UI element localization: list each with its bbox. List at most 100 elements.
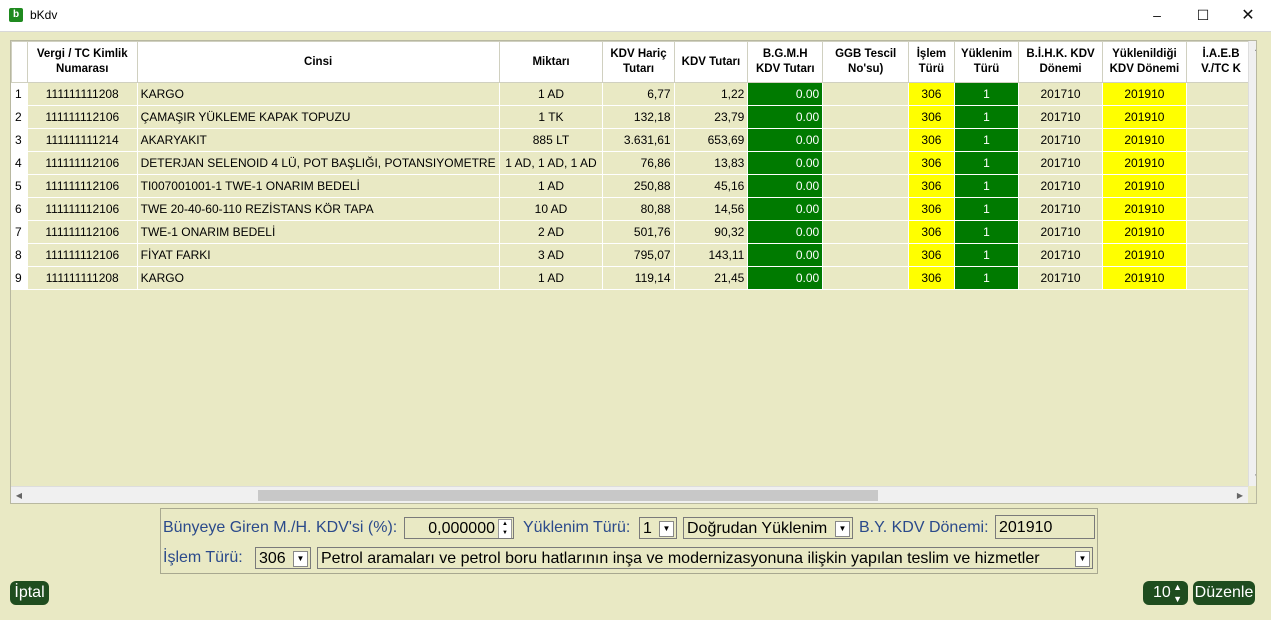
islem-text-select[interactable]: Petrol aramaları ve petrol boru hatların… [317,547,1093,569]
table-cell[interactable]: 111111112106 [26,243,138,267]
table-cell[interactable]: 13,83 [673,151,749,175]
table-cell[interactable]: 201910 [1101,266,1188,290]
table-cell[interactable]: 1 AD [498,174,604,198]
column-header[interactable]: B.G.M.H KDV Tutarı [747,41,824,83]
table-cell[interactable] [1186,128,1256,152]
table-cell[interactable]: 1,22 [673,82,749,106]
row-number-header[interactable] [11,41,28,83]
table-cell[interactable]: 0.00 [747,151,824,175]
table-cell[interactable]: 3 AD [498,243,604,267]
table-cell[interactable] [1186,220,1256,244]
column-header[interactable]: Yüklenildiği KDV Dönemi [1101,41,1188,83]
spinner-arrows-icon[interactable]: ▲ ▼ [1173,582,1182,604]
table-row[interactable]: 8 111111112106 FİYAT FARKI 3 AD 795,07 143,11… [11,243,1256,267]
table-cell[interactable]: 76,86 [602,151,675,175]
table-cell[interactable]: 201710 [1018,151,1103,175]
table-cell[interactable]: KARGO [136,266,500,290]
scroll-left-icon[interactable]: ◀ [15,491,23,500]
table-cell[interactable]: 6,77 [602,82,675,106]
table-cell[interactable]: TWE-1 ONARIM BEDELİ [136,220,500,244]
table-cell[interactable]: 1 [953,243,1020,267]
maximize-button[interactable]: ☐ [1196,7,1210,23]
table-cell[interactable]: FİYAT FARKI [136,243,500,267]
table-cell[interactable]: 14,56 [673,197,749,221]
yuklenim-code-select[interactable]: 1 ▼ [639,517,677,539]
table-cell[interactable]: 1 [953,174,1020,198]
table-cell[interactable]: TI007001001-1 TWE-1 ONARIM BEDELİ [136,174,500,198]
table-cell[interactable]: 501,76 [602,220,675,244]
table-cell[interactable] [1186,174,1256,198]
table-row[interactable]: 2 111111112106 ÇAMAŞIR YÜKLEME KAPAK TOPUZ… [11,105,1256,129]
table-cell[interactable]: 0.00 [747,243,824,267]
vertical-scrollbar[interactable]: ▲ ▼ [1248,41,1256,486]
stepper-arrows-icon[interactable]: ▲ ▼ [498,519,512,538]
table-row[interactable]: 6 111111112106 TWE 20-40-60-110 REZİSTANS … [11,197,1256,221]
table-cell[interactable]: 111111112106 [26,105,138,129]
table-cell[interactable]: 306 [908,128,955,152]
table-cell[interactable] [822,151,910,175]
table-cell[interactable]: 1 AD, 1 AD, 1 AD [498,151,604,175]
table-cell[interactable]: 23,79 [673,105,749,129]
table-cell[interactable]: 201910 [1101,82,1188,106]
table-cell[interactable]: 1 [953,128,1020,152]
duzenle-button[interactable]: Düzenle [1193,581,1255,605]
table-cell[interactable]: 0.00 [747,128,824,152]
column-header[interactable]: Yüklenim Türü [953,41,1020,83]
iptal-button[interactable]: İptal [10,581,49,605]
table-cell[interactable] [1186,266,1256,290]
table-cell[interactable] [822,243,910,267]
table-row[interactable]: 7 111111112106 TWE-1 ONARIM BEDELİ 2 AD 501,… [11,220,1256,244]
table-cell[interactable]: 201910 [1101,151,1188,175]
chevron-down-icon[interactable]: ▼ [293,551,308,567]
table-cell[interactable]: 306 [908,197,955,221]
table-cell[interactable]: 119,14 [602,266,675,290]
table-cell[interactable]: 111111112106 [26,174,138,198]
table-cell[interactable]: 201910 [1101,174,1188,198]
column-header[interactable]: KDV Tutarı [673,41,749,83]
table-row[interactable]: 4 111111112106 DETERJAN SELENOID 4 LÜ, POT… [11,151,1256,175]
table-cell[interactable]: 0.00 [747,220,824,244]
column-header[interactable]: İ.A.E.B V./TC K [1186,41,1256,83]
table-cell[interactable]: 795,07 [602,243,675,267]
table-cell[interactable]: 306 [908,220,955,244]
table-row[interactable]: 3 111111111214 AKARYAKIT 885 LT 3.631,61 653,… [11,128,1256,152]
table-cell[interactable]: 111111111208 [26,266,138,290]
column-header[interactable]: GGB Tescil No'su) [822,41,910,83]
column-header[interactable]: İşlem Türü [908,41,955,83]
table-cell[interactable]: 1 TK [498,105,604,129]
table-cell[interactable] [1186,197,1256,221]
table-cell[interactable]: 885 LT [498,128,604,152]
table-cell[interactable]: 0.00 [747,174,824,198]
table-cell[interactable]: 111111111208 [26,82,138,106]
scroll-down-icon[interactable]: ▼ [1249,469,1256,485]
table-cell[interactable]: 1 [953,105,1020,129]
table-cell[interactable]: 1 AD [498,266,604,290]
table-cell[interactable]: 2 AD [498,220,604,244]
table-cell[interactable] [1186,151,1256,175]
minimize-button[interactable]: – [1153,7,1161,23]
table-cell[interactable]: 1 [953,220,1020,244]
horizontal-scroll-thumb[interactable] [258,490,878,501]
table-cell[interactable]: 80,88 [602,197,675,221]
vertical-scroll-thumb[interactable] [1251,58,1256,468]
column-header[interactable]: Vergi / TC Kimlik Numarası [26,41,138,83]
table-cell[interactable]: ÇAMAŞIR YÜKLEME KAPAK TOPUZU [136,105,500,129]
table-cell[interactable]: 0.00 [747,82,824,106]
horizontal-scrollbar[interactable]: ◀ ▶ [11,486,1248,503]
table-cell[interactable]: 306 [908,105,955,129]
table-cell[interactable]: 111111111214 [26,128,138,152]
table-cell[interactable]: 10 AD [498,197,604,221]
column-header[interactable]: Cinsi [136,41,500,83]
data-grid[interactable]: Vergi / TC Kimlik Numarası Cinsi Miktarı KD… [10,40,1257,504]
buyeye-stepper[interactable]: 0,000000 ▲ ▼ [404,517,514,539]
table-cell[interactable] [822,105,910,129]
table-cell[interactable]: 201710 [1018,266,1103,290]
table-cell[interactable] [822,128,910,152]
chevron-down-icon[interactable]: ▼ [659,521,674,537]
column-header[interactable]: Miktarı [498,41,604,83]
table-cell[interactable]: 111111112106 [26,197,138,221]
table-cell[interactable]: 143,11 [673,243,749,267]
table-cell[interactable] [822,266,910,290]
table-cell[interactable] [822,82,910,106]
table-cell[interactable]: 201910 [1101,197,1188,221]
